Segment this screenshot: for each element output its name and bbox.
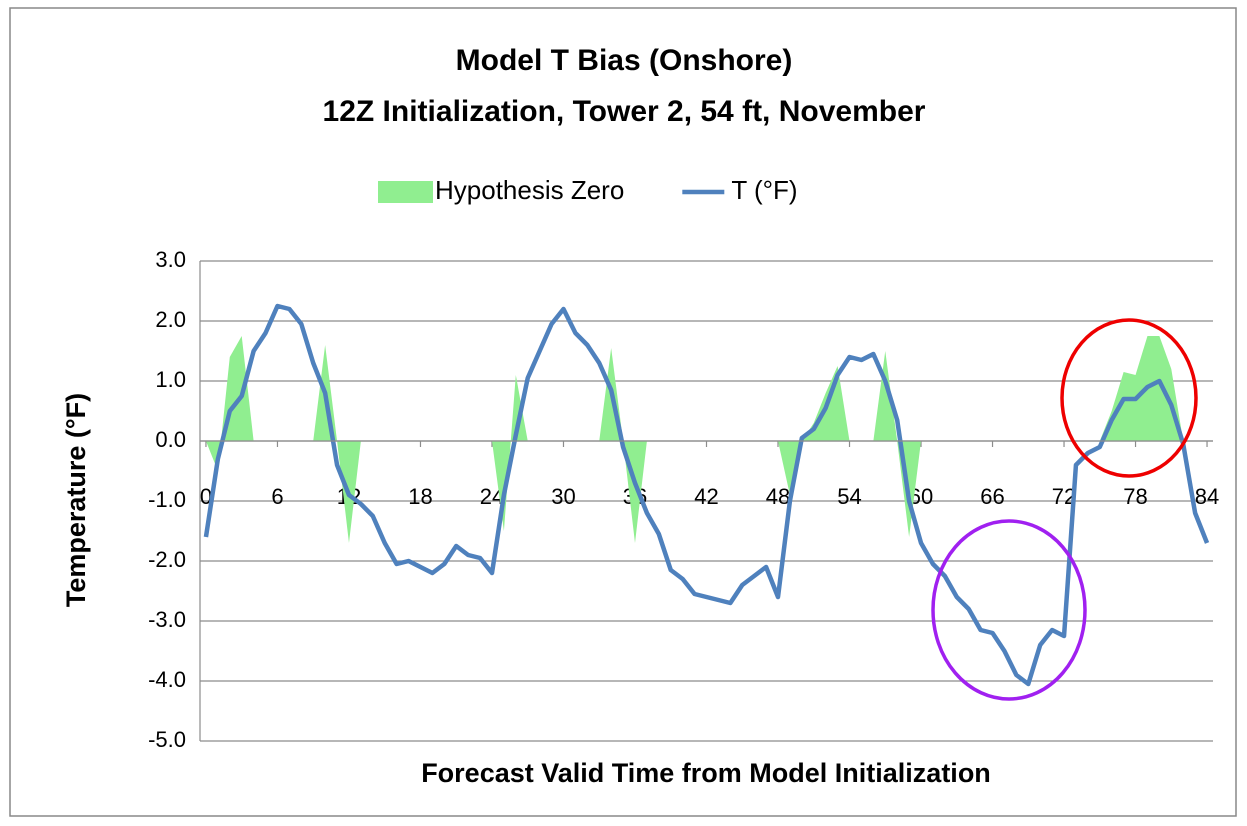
chart-title: Model T Bias (Onshore) [456, 44, 793, 77]
plot-area: 3.02.01.00.0-1.0-2.0-3.0-4.0-5.006121824… [148, 247, 1219, 752]
y-tick-label: -2.0 [148, 547, 186, 572]
x-tick-label: 6 [271, 484, 283, 509]
line [203, 303, 1210, 687]
x-tick-label: 48 [766, 484, 790, 509]
legend-label: T (°F) [731, 175, 797, 205]
x-tick-label: 66 [980, 484, 1004, 509]
y-tick-label: -5.0 [148, 727, 186, 752]
y-tick-label: 1.0 [155, 367, 186, 392]
x-tick-label: 78 [1123, 484, 1147, 509]
y-tick-label: 3.0 [155, 247, 186, 272]
highlight-circle [931, 519, 1087, 701]
highlight-circle [1060, 318, 1198, 478]
legend-swatch [378, 181, 433, 203]
chart-subtitle: 12Z Initialization, Tower 2, 54 ft, Nove… [323, 95, 926, 128]
y-tick-label: 2.0 [155, 307, 186, 332]
y-tick-label: -3.0 [148, 607, 186, 632]
chart-border [9, 7, 1237, 817]
x-tick-label: 54 [837, 484, 861, 509]
y-tick-label: -1.0 [148, 487, 186, 512]
legend-label: Hypothesis Zero [435, 175, 624, 205]
x-axis-title: Forecast Valid Time from Model Initializ… [421, 758, 991, 788]
x-tick-label: 30 [551, 484, 575, 509]
x-tick-label: 42 [694, 484, 718, 509]
y-tick-label: 0.0 [155, 427, 186, 452]
x-tick-label: 84 [1195, 484, 1219, 509]
y-tick-label: -4.0 [148, 667, 186, 692]
x-tick-label: 18 [408, 484, 432, 509]
y-axis-title: Temperature (°F) [61, 393, 91, 607]
